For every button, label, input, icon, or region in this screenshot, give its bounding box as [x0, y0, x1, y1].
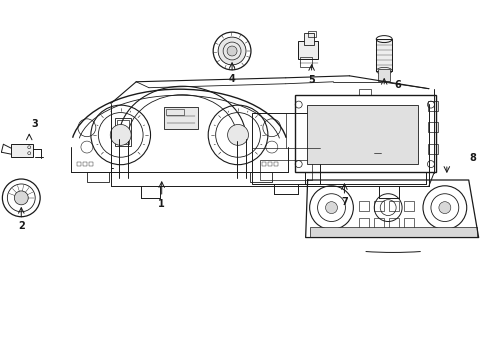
Bar — [260, 160, 311, 180]
Bar — [89, 162, 93, 166]
Text: 5: 5 — [307, 75, 314, 85]
Bar — [373, 218, 384, 228]
Bar — [388, 201, 398, 211]
Bar — [388, 125, 402, 153]
Circle shape — [226, 46, 237, 56]
Bar — [388, 218, 398, 228]
Text: 6: 6 — [394, 80, 401, 90]
Bar — [377, 69, 389, 81]
Text: 3: 3 — [32, 120, 39, 130]
Bar — [303, 33, 313, 45]
Bar — [165, 109, 183, 115]
Bar — [359, 89, 370, 95]
Bar — [373, 201, 384, 211]
Circle shape — [227, 125, 248, 145]
Bar — [273, 162, 277, 166]
Bar — [262, 162, 265, 166]
Circle shape — [438, 202, 450, 213]
Bar — [115, 118, 130, 146]
Circle shape — [110, 125, 131, 145]
Bar — [251, 113, 319, 184]
Circle shape — [325, 202, 337, 213]
Text: 4: 4 — [228, 74, 235, 84]
Bar — [163, 107, 197, 129]
Bar — [386, 118, 411, 158]
Bar — [87, 172, 108, 182]
Bar — [117, 121, 128, 144]
Bar — [297, 41, 317, 59]
Bar — [427, 122, 437, 132]
Bar — [77, 162, 81, 166]
Bar — [403, 218, 413, 228]
Bar — [427, 100, 437, 111]
Bar — [359, 218, 368, 228]
Circle shape — [14, 191, 28, 205]
Bar — [306, 105, 417, 164]
Bar — [267, 162, 271, 166]
Bar — [359, 201, 368, 211]
Bar — [11, 144, 33, 157]
Bar — [381, 113, 416, 163]
Text: 7: 7 — [340, 197, 347, 207]
Circle shape — [218, 37, 245, 65]
Bar — [307, 31, 315, 37]
Bar — [299, 57, 311, 67]
Bar — [249, 172, 271, 182]
Text: 8: 8 — [468, 153, 475, 163]
Bar — [294, 95, 435, 172]
Text: 2: 2 — [18, 221, 24, 231]
Text: 1: 1 — [158, 199, 165, 209]
Bar — [427, 144, 437, 154]
Bar — [375, 39, 391, 71]
Bar — [403, 201, 413, 211]
Bar — [309, 227, 476, 237]
Bar — [83, 162, 87, 166]
